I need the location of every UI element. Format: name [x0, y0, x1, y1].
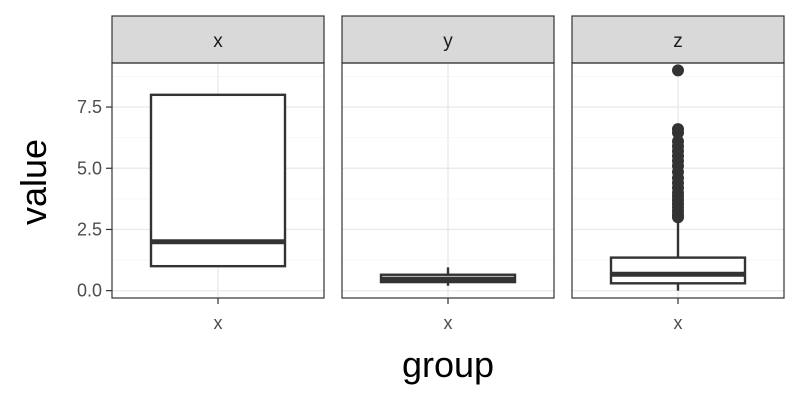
outlier-point: [672, 135, 684, 148]
facet-strip: [571, 15, 785, 64]
box-iqr: [149, 93, 287, 268]
y-tick-label: 2.5: [77, 219, 102, 239]
x-tick-label: x: [444, 313, 453, 333]
facet-panel-x: xx: [111, 15, 325, 333]
x-tick-label: x: [214, 313, 223, 333]
y-tick-label: 7.5: [77, 97, 102, 117]
y-tick-label: 5.0: [77, 158, 102, 178]
box-iqr: [609, 256, 747, 285]
outlier-point: [672, 123, 684, 136]
y-tick-label: 0.0: [77, 281, 102, 301]
outlier-point: [672, 64, 684, 77]
facet-panel-y: yx: [341, 15, 555, 333]
facet-strip-label: x: [213, 31, 223, 52]
x-tick-label: x: [674, 313, 683, 333]
facet-strip: [341, 15, 555, 64]
facet-strip-label: z: [673, 31, 683, 52]
facet-strip: [111, 15, 325, 64]
facet-strip-label: y: [443, 31, 453, 52]
x-axis-title: group: [402, 344, 494, 385]
facet-panel-z: zx: [571, 15, 785, 333]
y-axis: 0.0 2.5 5.0 7.5: [77, 97, 112, 301]
y-axis-title: value: [13, 139, 54, 225]
